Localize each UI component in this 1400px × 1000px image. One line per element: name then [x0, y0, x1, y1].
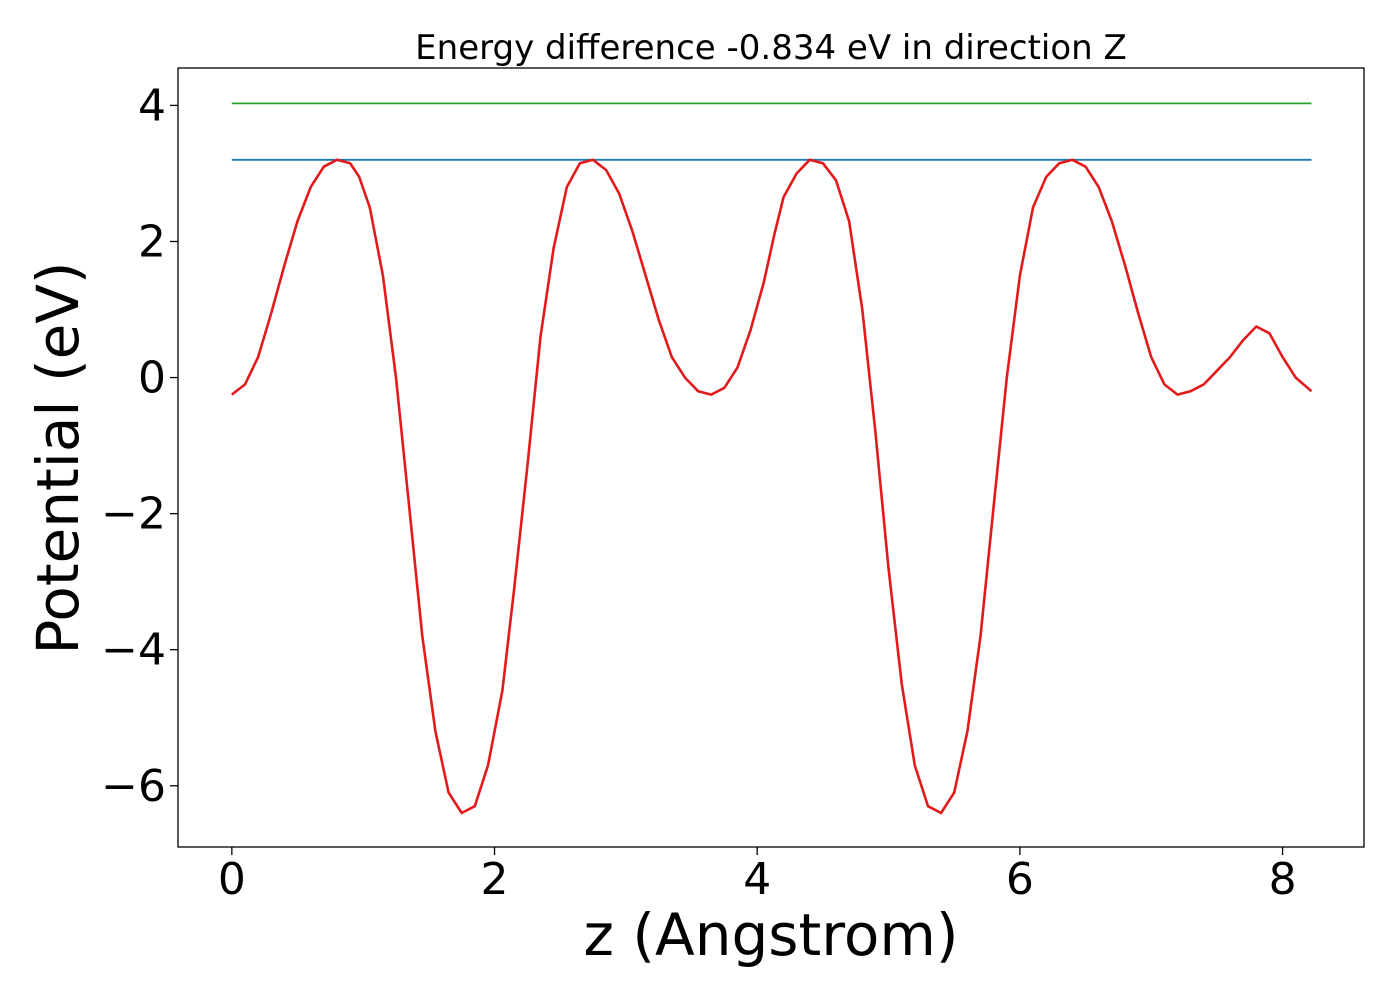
x-tick-label: 4 [743, 854, 771, 905]
y-axis-ticks: 4 2 0 −2 −4 −6 [101, 80, 178, 812]
x-tick-label: 6 [1006, 854, 1034, 905]
x-tick-label: 0 [218, 854, 246, 905]
plot-frame [177, 67, 1365, 848]
y-axis-title: Potential (eV) [24, 261, 92, 654]
plot-layer [231, 102, 1313, 815]
y-tick-label: −4 [101, 625, 166, 676]
x-axis-ticks: 0 2 4 6 8 [218, 847, 1297, 905]
x-axis-title: z (Angstrom) [584, 901, 959, 969]
chart-title: Energy difference -0.834 eV in direction… [415, 28, 1127, 68]
y-tick-label: 2 [138, 216, 166, 267]
potential-curve [231, 158, 1313, 815]
x-tick-label: 2 [481, 854, 509, 905]
y-tick-label: −2 [101, 489, 166, 540]
y-tick-label: −6 [101, 761, 166, 812]
y-tick-label: 0 [138, 353, 166, 404]
x-tick-label: 8 [1269, 854, 1297, 905]
y-tick-label: 4 [138, 80, 166, 131]
